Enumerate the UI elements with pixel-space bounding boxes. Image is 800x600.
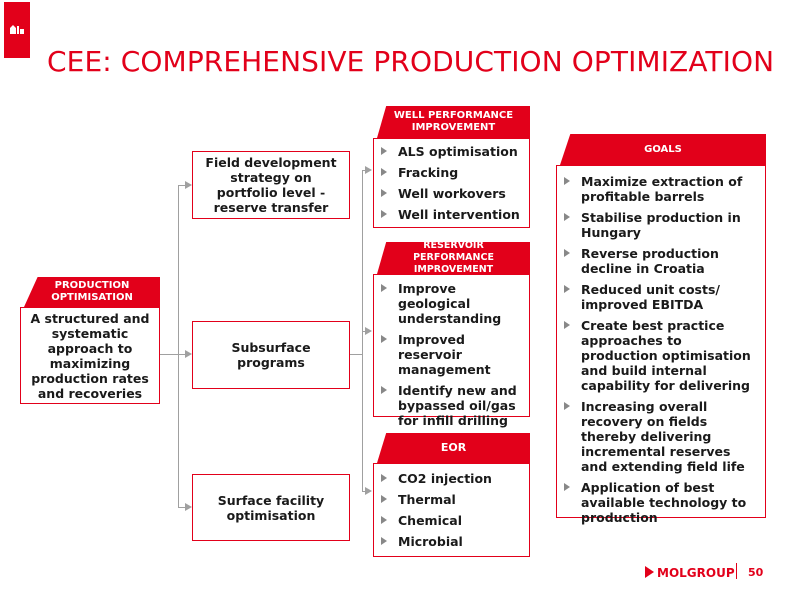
connector-to-well	[362, 170, 366, 171]
reservoir-performance-list: Improve geological understanding Improve…	[374, 281, 528, 428]
list-item: Maximize extraction of profitable barrel…	[557, 174, 757, 204]
arrow-to-eor	[365, 487, 372, 495]
list-item: Stabilise production in Hungary	[557, 210, 757, 240]
page-title: CEE: COMPREHENSIVE PRODUCTION OPTIMIZATI…	[47, 45, 775, 78]
list-item: Application of best available technology…	[557, 480, 757, 525]
connector-to-reservoir	[362, 331, 366, 332]
list-item: CO2 injection	[374, 471, 528, 486]
connector-left	[160, 354, 178, 355]
well-performance-box	[373, 138, 530, 228]
list-item: Well intervention	[374, 207, 528, 222]
goals-list: Maximize extraction of profitable barrel…	[557, 174, 757, 525]
list-item: ALS optimisation	[374, 144, 528, 159]
field-development-box	[192, 151, 350, 219]
molgroup-logo: MOLGROUP	[645, 566, 735, 580]
surface-facility-text: Surface facility optimisation	[217, 492, 325, 523]
page-number: 50	[748, 566, 764, 579]
arrow-to-well	[365, 166, 372, 174]
connector-to-subsurface	[178, 354, 186, 355]
eor-list: CO2 injection Thermal Chemical Microbial	[374, 471, 528, 549]
oil-derrick-icon	[10, 25, 24, 34]
connector-vertical-left	[178, 185, 179, 508]
molgroup-arrow-icon	[645, 566, 654, 578]
reservoir-performance-header: RESERVOIR PERFORMANCE IMPROVEMENT	[377, 242, 530, 274]
well-performance-list: ALS optimisation Fracking Well workovers…	[374, 144, 528, 222]
mol-flag-logo	[4, 2, 30, 58]
eor-box	[373, 463, 530, 557]
surface-facility-box	[192, 474, 350, 541]
production-text: A structured and systematic approach to …	[30, 310, 150, 401]
list-item: Fracking	[374, 165, 528, 180]
footer-divider	[736, 563, 737, 579]
arrow-to-subsurface	[185, 350, 192, 358]
arrow-to-surface	[185, 503, 192, 511]
connector-to-surface	[178, 507, 186, 508]
production-box	[20, 307, 160, 404]
subsurface-box	[192, 321, 350, 389]
arrow-to-reservoir	[365, 327, 372, 335]
list-item: Chemical	[374, 513, 528, 528]
goals-header: GOALS	[560, 134, 766, 165]
list-item: Microbial	[374, 534, 528, 549]
list-item: Create best practice approaches to produ…	[557, 318, 757, 393]
arrow-to-field	[185, 181, 192, 189]
list-item: Improve geological understanding	[374, 281, 528, 326]
connector-to-eor	[362, 491, 366, 492]
list-item: Thermal	[374, 492, 528, 507]
reservoir-performance-box	[373, 274, 530, 417]
list-item: Reduced unit costs/ improved EBITDA	[557, 282, 757, 312]
field-development-text: Field development strategy on portfolio …	[205, 155, 337, 215]
well-performance-header: WELL PERFORMANCE IMPROVEMENT	[377, 106, 530, 138]
subsurface-text: Subsurface programs	[231, 340, 311, 370]
list-item: Reverse production decline in Croatia	[557, 246, 757, 276]
list-item: Well workovers	[374, 186, 528, 201]
list-item: Identify new and bypassed oil/gas for in…	[374, 383, 528, 428]
brand-name: MOLGROUP	[657, 566, 735, 580]
goals-box	[556, 165, 766, 518]
production-header: PRODUCTION OPTIMISATION	[24, 277, 160, 307]
eor-header: EOR	[377, 433, 530, 463]
connector-to-field	[178, 185, 186, 186]
list-item: Increasing overall recovery on fields th…	[557, 399, 757, 474]
connector-mid	[350, 354, 362, 355]
list-item: Improved reservoir management	[374, 332, 528, 377]
